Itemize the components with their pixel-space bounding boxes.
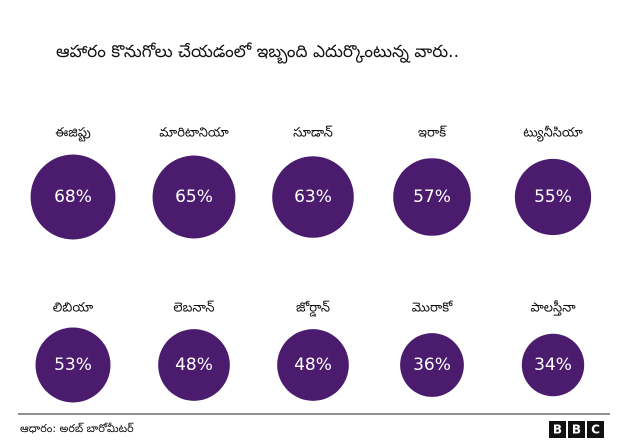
logo-box: [587, 421, 604, 438]
logo-letter: C: [591, 423, 600, 437]
logo-box: [568, 421, 585, 438]
logo-box: [549, 421, 566, 438]
bubble: [521, 333, 585, 397]
value-label: 34%: [534, 355, 572, 375]
value-label: 65%: [175, 187, 213, 207]
category-label: ఈజిప్టు: [55, 126, 90, 143]
value-label: 57%: [413, 187, 451, 207]
bubble: [158, 329, 230, 401]
category-label: ఇరాక్: [418, 126, 447, 141]
bubble: [277, 329, 349, 401]
category-label: పాలస్తీనా: [530, 300, 576, 317]
category-label: లిబియా: [53, 301, 94, 316]
category-label: మొరాకో: [412, 300, 454, 316]
category-label: లెబనాన్: [173, 301, 214, 316]
category-label: మారిటానియా: [159, 126, 229, 141]
value-label: 55%: [534, 187, 572, 207]
bubble: [272, 156, 354, 238]
value-label: 63%: [294, 187, 332, 207]
bubble: [152, 155, 236, 239]
logo-letter: B: [553, 423, 562, 437]
value-label: 53%: [54, 355, 92, 375]
value-label: 48%: [294, 355, 332, 375]
bubble: [400, 333, 464, 397]
bubble: [30, 154, 116, 240]
bubble: [514, 158, 592, 236]
category-label: ట్యునీసియా: [523, 126, 583, 143]
value-label: 48%: [175, 355, 213, 375]
value-label: 68%: [54, 187, 92, 207]
value-label: 36%: [413, 355, 451, 375]
source-note: ఆధారం: అరబ్ బారోమీటర్: [20, 422, 134, 435]
category-label: జోర్డాన్: [296, 301, 330, 318]
category-label: సూడాన్: [293, 126, 333, 141]
bubble: [35, 327, 111, 403]
chart-title: ఆహారం కొనుగోలు చేయడంలో ఇబ్బంది ఎదుర్కొంట…: [56, 42, 459, 64]
logo-letter: B: [572, 423, 581, 437]
bubble: [393, 158, 471, 236]
